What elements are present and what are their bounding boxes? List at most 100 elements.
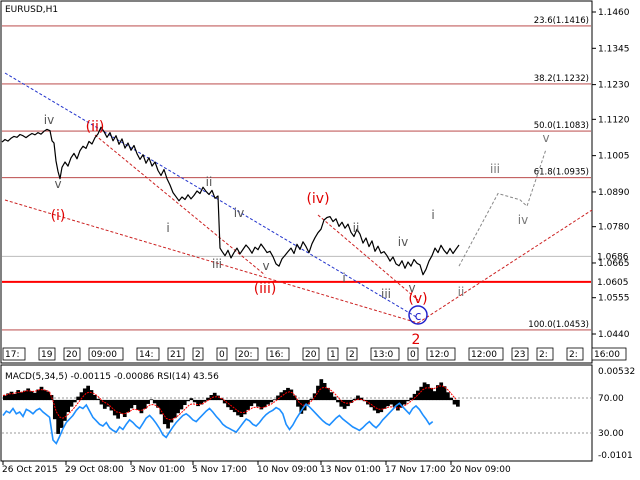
price-tick-label: 1.0780 — [598, 223, 630, 233]
macd-bar — [66, 399, 71, 413]
time-label-box — [327, 347, 339, 361]
time-label-text: 2: — [539, 350, 548, 360]
macd-bar — [62, 399, 67, 421]
time-label-text: 20 — [66, 350, 78, 360]
current-price-tag — [593, 250, 630, 263]
macd-bar — [409, 397, 414, 401]
price-line — [1, 126, 460, 276]
time-label-box — [192, 347, 204, 361]
wave-label: v — [262, 259, 269, 273]
macd-bar — [456, 399, 460, 407]
macd-bar — [289, 389, 294, 401]
main-plot-frame — [0, 0, 593, 364]
macd-bar — [12, 393, 17, 401]
wave-label: (iv) — [306, 191, 329, 207]
time-tick-label: 26 Oct 2015 — [2, 465, 58, 475]
macd-bar — [382, 399, 387, 409]
rsi-70-label: 70.00 — [598, 394, 624, 404]
macd-bar — [119, 399, 124, 414]
time-label-box — [591, 347, 627, 361]
wave-label: v — [408, 281, 415, 295]
time-label-box — [216, 347, 228, 361]
wave-label: iv — [518, 213, 528, 227]
wave-label: i — [342, 271, 345, 285]
support-level-tag — [593, 275, 630, 288]
macd-bar — [156, 399, 160, 408]
macd-bar — [39, 386, 44, 401]
price-tick-label: 1.0555 — [598, 294, 630, 304]
macd-bar — [262, 399, 267, 408]
macd-bar — [336, 399, 340, 403]
red-wave-guide-2 — [317, 214, 419, 301]
macd-bar — [272, 399, 277, 401]
macd-bar — [136, 399, 140, 410]
macd-top-label: 0.00532 — [598, 367, 635, 377]
time-label-text: 2: — [569, 350, 578, 360]
macd-bar — [189, 398, 194, 401]
wave-label: i — [431, 208, 434, 222]
macd-bar — [412, 393, 417, 401]
macd-bar — [142, 399, 147, 409]
macd-bar — [309, 398, 314, 401]
fib-level-label: 100.0(1.0453) — [528, 320, 589, 330]
time-label-text: 23 — [514, 350, 525, 360]
macd-bar — [109, 399, 114, 411]
time-label-box — [88, 347, 124, 361]
macd-bar — [419, 386, 424, 401]
macd-bar — [232, 399, 237, 413]
macd-bar — [216, 395, 220, 401]
macd-bar — [192, 399, 197, 403]
macd-bar — [212, 392, 217, 401]
macd-bar — [392, 399, 397, 408]
macd-bar — [379, 399, 384, 413]
macd-bar — [446, 392, 450, 401]
time-label-text: 2 — [195, 350, 201, 360]
macd-bar — [376, 399, 380, 414]
time-label-box — [511, 347, 529, 361]
wave-label: iv — [44, 113, 54, 127]
time-label-box — [136, 347, 160, 361]
macd-bar — [292, 395, 297, 401]
rsi-30-label: 30.00 — [598, 429, 624, 439]
macd-bar — [3, 395, 7, 401]
wave-label: iii — [212, 257, 222, 271]
time-label-text: 14: — [139, 350, 153, 360]
macd-bar — [269, 399, 274, 403]
macd-bar — [319, 379, 324, 401]
macd-bar — [256, 399, 260, 407]
macd-bar — [32, 392, 37, 401]
wave-label: c — [415, 309, 422, 323]
time-label-box — [346, 347, 358, 361]
macd-bar — [442, 386, 447, 401]
time-label-text: 09:00 — [91, 350, 117, 360]
macd-bar — [179, 399, 184, 410]
macd-bar — [126, 399, 130, 413]
red-wave-guide-1 — [94, 134, 266, 276]
macd-bar — [449, 397, 454, 401]
time-tick-label: 29 Oct 08:00 — [65, 465, 124, 475]
time-label-text: 17: — [5, 350, 19, 360]
wave-label: (iii) — [254, 281, 277, 297]
macd-bar — [239, 399, 244, 418]
macd-bar — [406, 399, 410, 402]
price-tick-label: 1.1120 — [598, 115, 630, 125]
macd-bar — [159, 399, 164, 415]
macd-bar — [196, 399, 200, 407]
macd-bar — [422, 382, 427, 401]
macd-bar — [36, 389, 41, 401]
macd-bar — [202, 399, 207, 402]
macd-bar — [106, 399, 110, 407]
projection-path — [458, 149, 547, 267]
time-label-box — [302, 347, 320, 361]
macd-bar — [46, 391, 51, 401]
macd-bar — [322, 383, 327, 401]
macd-bar — [69, 399, 74, 407]
time-tick-label: 3 Nov 01:00 — [130, 465, 185, 475]
macd-bar — [399, 399, 404, 408]
time-label-box — [266, 347, 290, 361]
price-tick-label: 1.1460 — [598, 8, 630, 18]
wave-label: (i) — [51, 208, 66, 224]
macd-bar — [432, 391, 437, 401]
time-label-text: 1 — [330, 350, 336, 360]
